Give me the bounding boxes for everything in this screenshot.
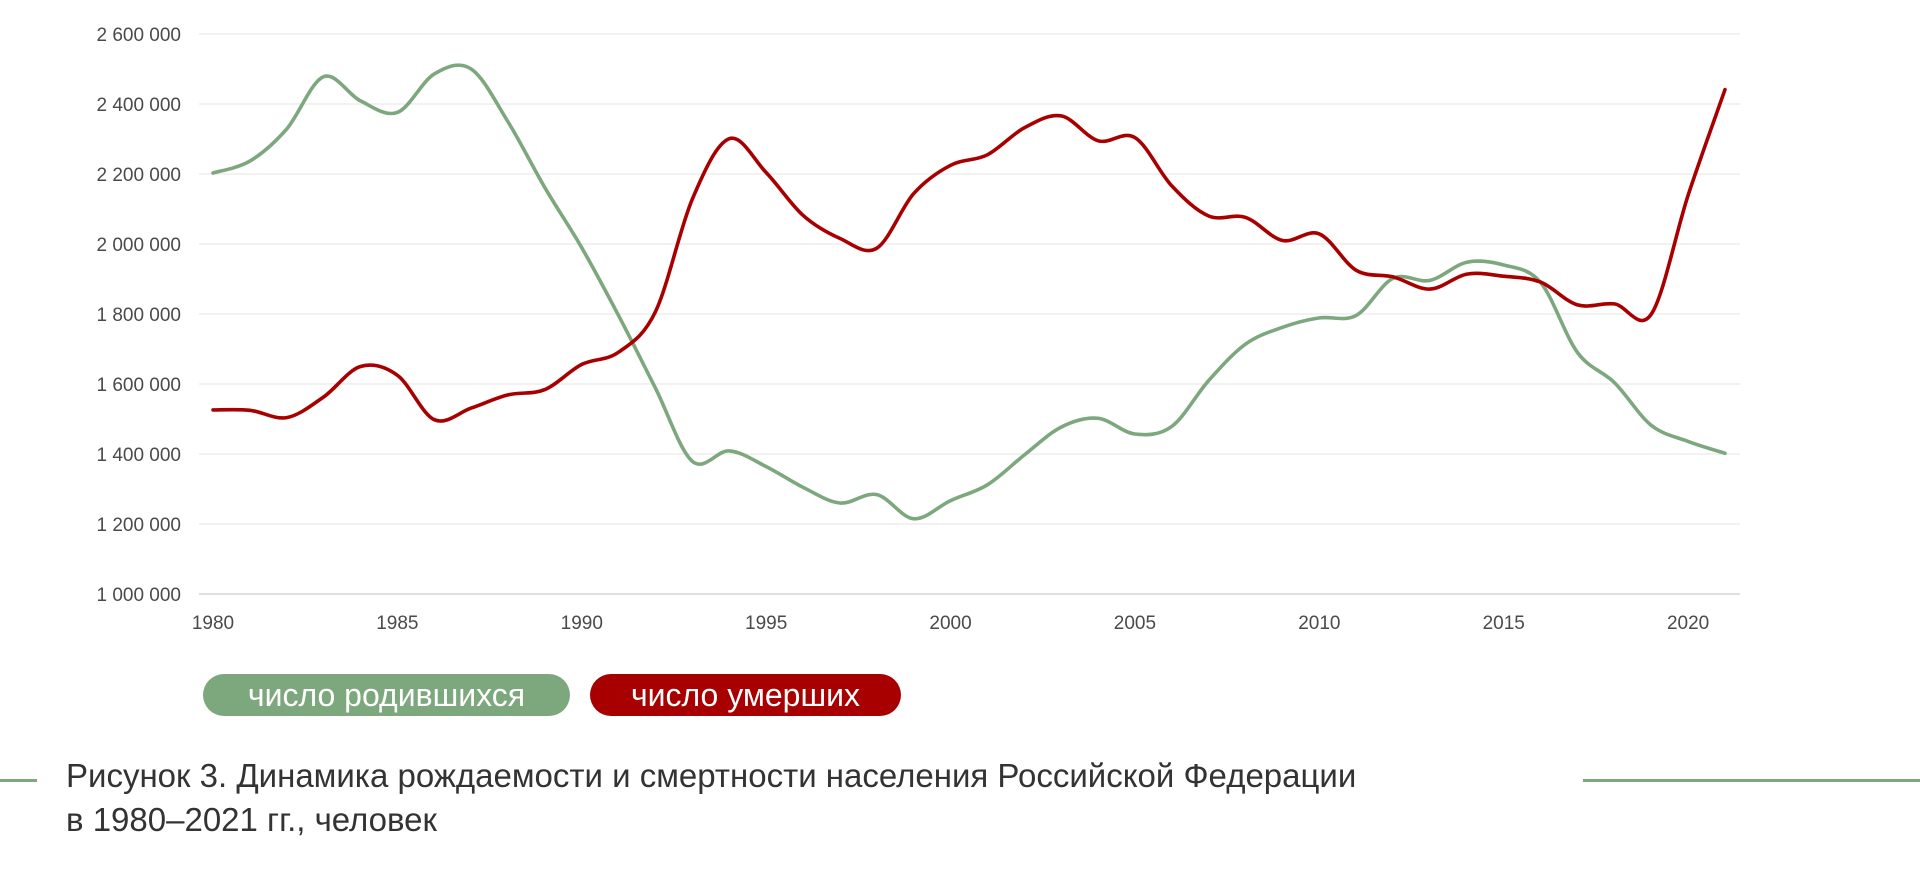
caption-rule-left [0,779,37,782]
x-tick-label: 1980 [192,613,234,634]
x-tick-label: 2000 [929,613,971,634]
x-tick-label: 2015 [1483,613,1525,634]
series-line-deaths [211,87,1727,423]
legend-item-births: число родившихся [203,674,570,716]
caption-line-1: Рисунок 3. Динамика рождаемости и смертн… [66,757,1357,794]
series-lines [211,63,1727,521]
y-tick-label: 2 000 000 [96,235,181,256]
legend-item-deaths: число умерших [590,674,901,716]
x-tick-label: 1985 [376,613,418,634]
x-tick-label: 2010 [1298,613,1340,634]
caption-rule-right [1583,779,1920,782]
y-tick-label: 1 200 000 [96,515,181,536]
gridlines [199,33,1740,525]
series-line-births [211,63,1727,521]
y-tick-label: 2 600 000 [96,25,181,46]
y-tick-label: 1 400 000 [96,445,181,466]
y-tick-label: 2 400 000 [96,95,181,116]
line-chart: 1 000 000 1 200 000 1 400 000 1 600 000 1 80… [96,25,1740,634]
x-tick-label: 1990 [561,613,603,634]
x-tick-label: 2020 [1667,613,1709,634]
y-tick-label: 1 000 000 [96,585,181,606]
y-axis-tick-labels: 1 000 000 1 200 000 1 400 000 1 600 000 1 80… [96,25,181,606]
y-tick-label: 1 800 000 [96,305,181,326]
x-tick-label: 2005 [1114,613,1156,634]
y-tick-label: 1 600 000 [96,375,181,396]
x-axis-tick-labels: 1980 1985 1990 1995 2000 2005 2010 2015 2020 [192,613,1709,634]
x-tick-label: 1995 [745,613,787,634]
y-tick-label: 2 200 000 [96,165,181,186]
caption-line-2: в 1980–2021 гг., человек [66,801,437,838]
figure-caption: Рисунок 3. Динамика рождаемости и смертн… [66,754,1566,842]
